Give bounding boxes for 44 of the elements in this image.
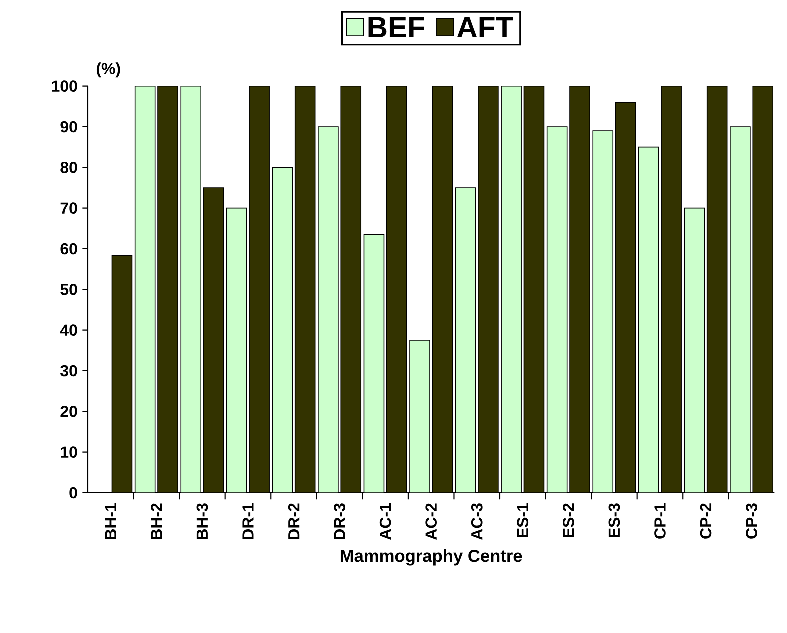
x-tick-label: CP-1 (654, 504, 666, 539)
bar (180, 86, 202, 493)
x-tick-label: DR-3 (334, 504, 346, 540)
x-tick-label: CP-3 (746, 504, 758, 539)
x-axis-title: Mammography Centre (340, 550, 522, 566)
bar (318, 126, 339, 493)
x-tick-label: AC-2 (426, 504, 437, 540)
y-tick-label: 10 (61, 446, 78, 458)
bar (730, 126, 751, 493)
y-axis-title: (%) (96, 62, 120, 78)
x-tick-label: DR-2 (288, 504, 300, 540)
bar (501, 86, 522, 493)
bar (364, 234, 385, 493)
bar (226, 208, 248, 493)
legend-label: BEF (368, 17, 424, 38)
bar (592, 130, 614, 493)
bar (638, 146, 660, 493)
x-tick-label: ES-1 (517, 503, 529, 538)
y-tick-label: 40 (60, 324, 78, 336)
bar (134, 86, 156, 493)
x-tick-label: CP-2 (700, 504, 712, 539)
x-tick-label: AC-1 (380, 504, 392, 540)
bar (455, 188, 476, 493)
y-tick-label: 80 (60, 162, 78, 174)
x-tick-label: DR-1 (242, 504, 254, 540)
y-tick-label: 0 (70, 487, 78, 499)
x-tick-label: ES-2 (563, 504, 574, 538)
bar (410, 340, 430, 493)
y-tick-label: 90 (60, 121, 78, 133)
y-tick-label: 30 (60, 365, 78, 377)
y-tick-label: 70 (60, 202, 78, 214)
bar (546, 126, 568, 493)
y-tick-label: 20 (60, 406, 78, 418)
y-tick-label: 60 (60, 243, 78, 255)
x-tick-label: AC-3 (471, 504, 483, 540)
x-tick-label: BH-2 (151, 504, 162, 540)
x-tick-label: ES-3 (608, 504, 620, 538)
y-tick-label: 50 (60, 284, 78, 296)
x-tick-label: BH-3 (196, 504, 208, 540)
bar (684, 208, 706, 493)
bar (272, 167, 294, 493)
legend-label: AFT (457, 17, 514, 38)
x-tick-label: BH-1 (105, 504, 116, 540)
y-tick-label: 100 (52, 80, 78, 92)
